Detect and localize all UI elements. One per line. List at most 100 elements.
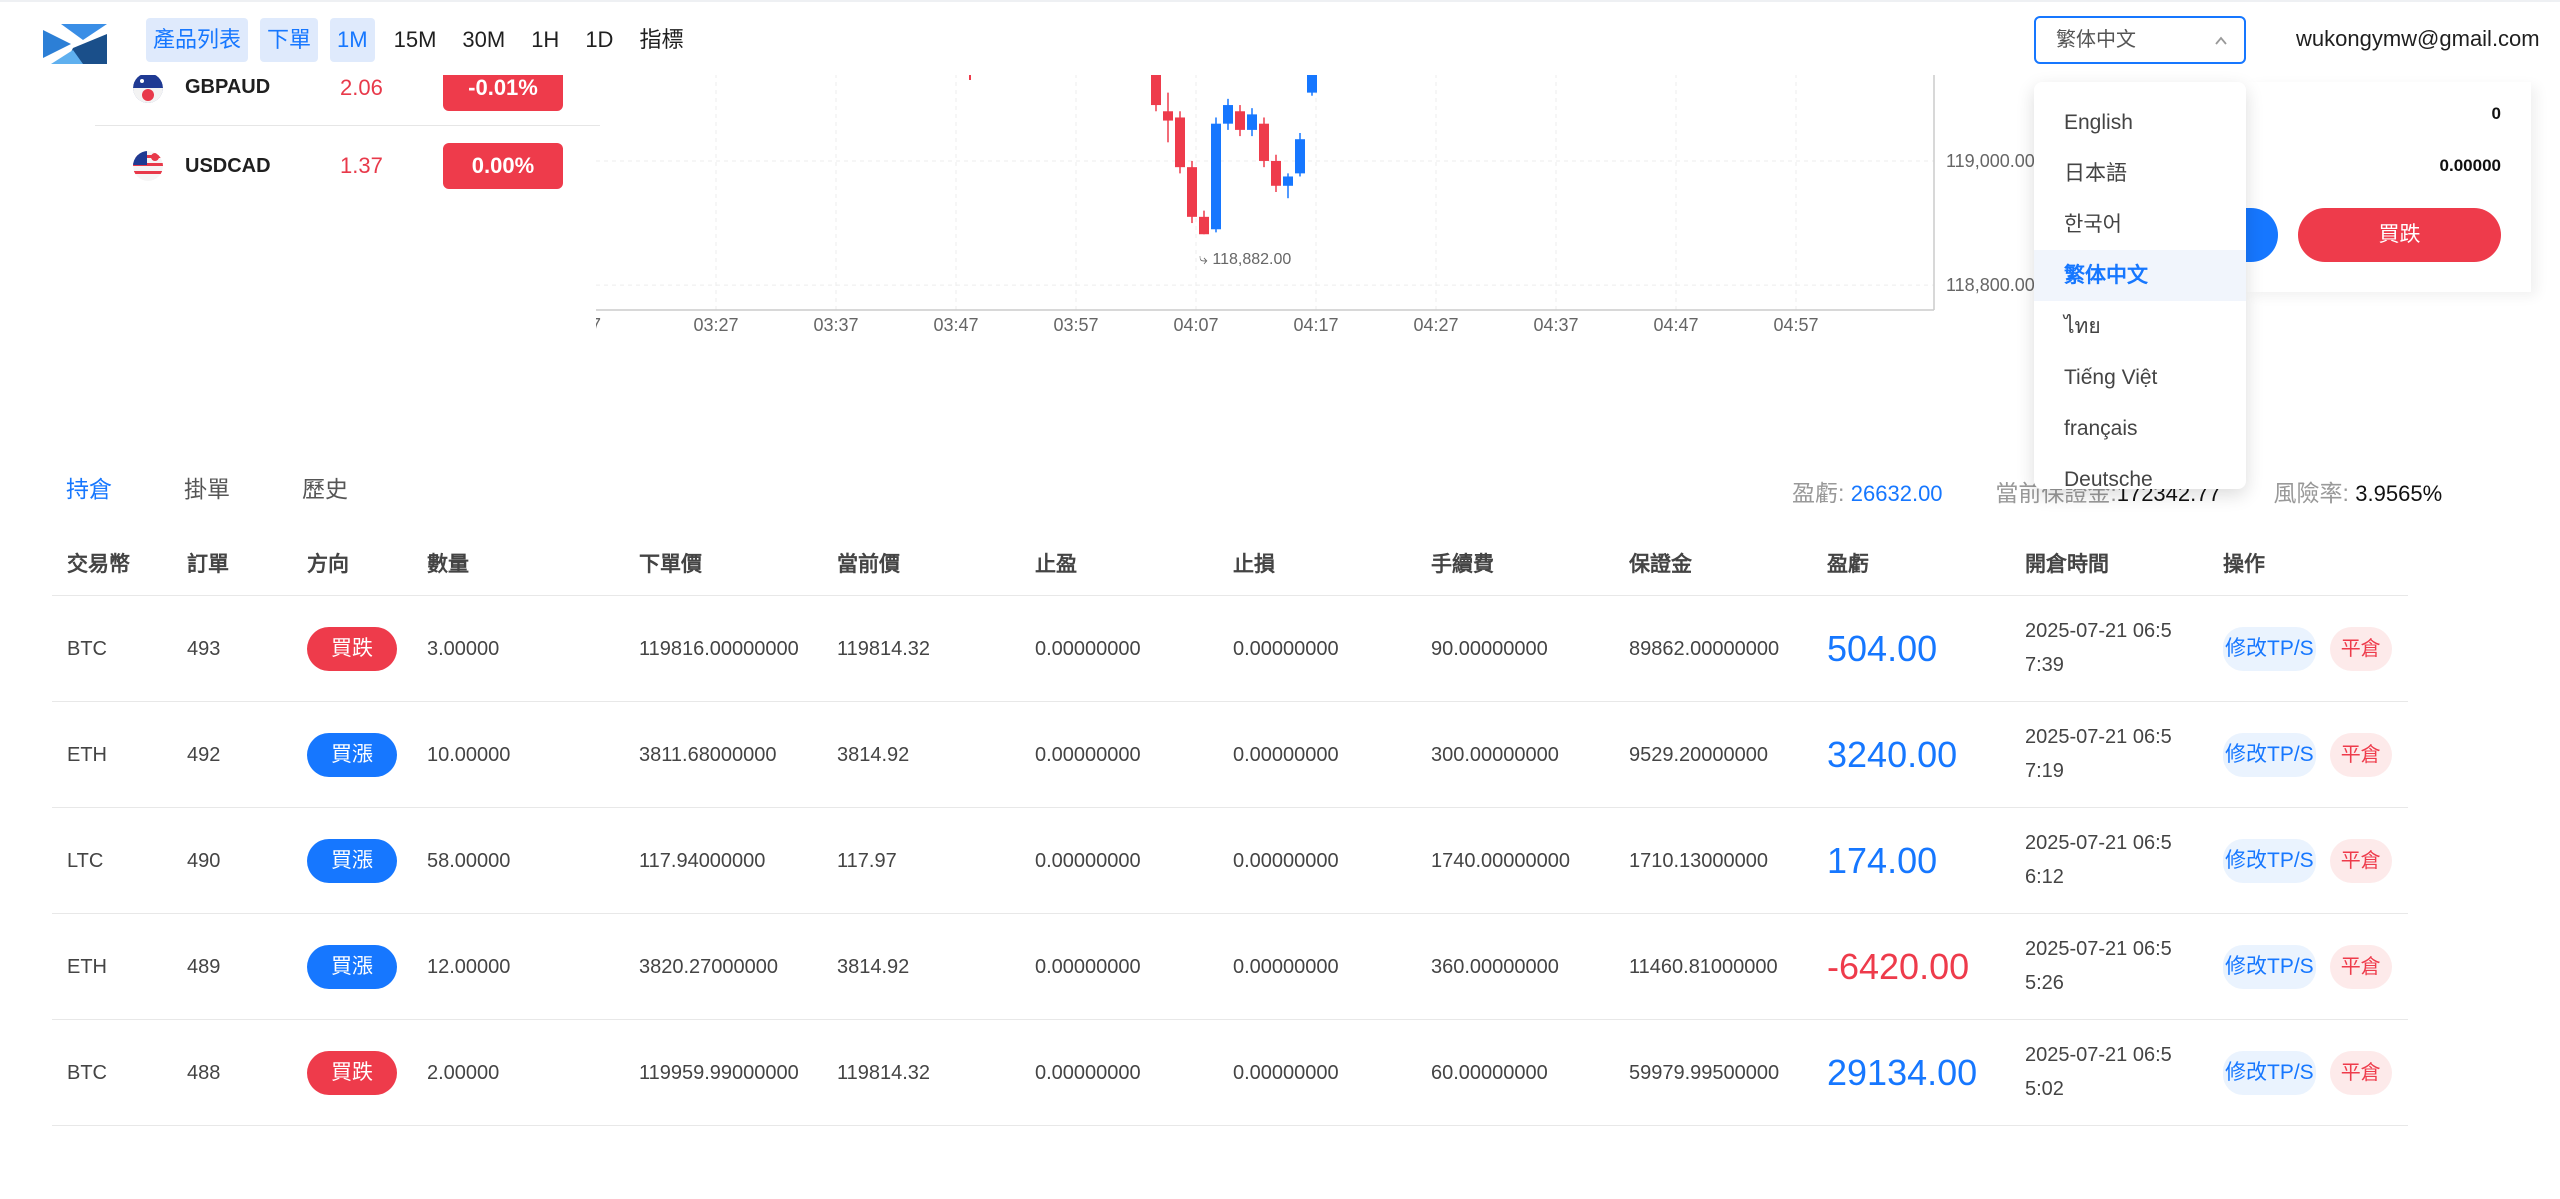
cell-margin: 59979.99500000 [1629,1020,1779,1126]
nav-item-5[interactable]: 1H [531,27,560,52]
tab-0[interactable]: 持倉 [66,476,112,502]
language-select[interactable]: 繁体中文 [2034,16,2246,64]
candle-body [1235,111,1245,130]
cell-sl: 0.00000000 [1233,596,1339,702]
cell-text: 60.00000000 [1431,1061,1548,1084]
table-row[interactable]: ETH 492 買漲 10.00000 3811.68000000 3814.92 0.00… [52,702,2408,808]
candle-body [1223,105,1233,124]
open-time: 2025-07-21 06:5 7:19 [2025,702,2215,788]
pnl-value: 3240.00 [1827,734,1958,775]
user-email[interactable]: wukongymw@gmail.com [2296,26,2540,51]
language-option[interactable]: 日本語 [2064,162,2127,185]
cell-tp: 0.00000000 [1035,1020,1141,1126]
close-position-button[interactable]: 平倉 [2329,733,2392,777]
cell-sl: 0.00000000 [1233,808,1339,914]
cell-actions: 修改TP/S 平倉 [2223,914,2392,1020]
y-tick-label: 119,000.00 [1946,151,2035,171]
cell-text: 1710.13000000 [1629,849,1769,872]
main-nav: 產品列表 下單 1M 15M 30M 1H 1D 指標 [146,18,690,62]
language-option[interactable]: 繁体中文 [2034,250,2246,301]
close-position-button[interactable]: 平倉 [2329,627,2392,671]
ticker-row[interactable]: USDCAD 1.37 0.00% [95,128,600,204]
language-option[interactable]: Deutsche [2064,468,2153,489]
pnl-value: 504.00 [1827,628,1938,669]
cell-text: 3814.92 [837,743,910,766]
cell-text: 0.00000000 [1035,743,1141,766]
edit-tp-sl-button[interactable]: 修改TP/S [2223,839,2316,883]
cell-current-price: 119814.32 [837,1020,930,1126]
candlestick-chart[interactable]: 7 03:27 03:37 03:47 03:57 04:07 04:17 04:27 04:3… [596,74,2062,354]
cell-open-price: 119959.99000000 [639,1020,799,1126]
cell-fee: 360.00000000 [1431,914,1559,1020]
cell-text: 117.94000000 [639,849,766,872]
language-option[interactable]: English [2064,111,2133,134]
pnl-label: 盈虧: [1792,480,1845,506]
language-option[interactable]: Tiếng Việt [2064,366,2158,389]
nav-item-0[interactable]: 產品列表 [146,18,249,62]
x-tick-label: 03:27 [693,315,738,335]
cell-fee: 90.00000000 [1431,596,1548,702]
tab-1[interactable]: 掛單 [184,476,230,502]
nav-item-1[interactable]: 下單 [260,18,319,62]
table-row[interactable]: BTC 493 買跌 3.00000 119816.00000000 119814.32 0… [52,596,2408,702]
cell-text: 490 [187,849,221,872]
close-position-button[interactable]: 平倉 [2329,839,2392,883]
cell-text: LTC [67,849,104,872]
cell-text: 1740.00000000 [1431,849,1571,872]
ticker-change-badge: 0.00% [443,143,563,189]
edit-tp-sl-button[interactable]: 修改TP/S [2223,1051,2316,1095]
language-option[interactable]: 한국어 [2064,213,2122,236]
candle-body [1271,160,1281,186]
table-row[interactable]: LTC 490 買漲 58.00000 117.94000000 117.97 0.0000… [52,808,2408,914]
language-select-value: 繁体中文 [2056,29,2136,51]
nav-item-3[interactable]: 15M [393,27,437,52]
table-body: BTC 493 買跌 3.00000 119816.00000000 119814.32 0… [52,596,2408,1126]
cell-text: 9529.20000000 [1629,743,1769,766]
open-time: 2025-07-21 06:5 7:39 [2025,596,2215,682]
table-row[interactable]: ETH 489 買漲 12.00000 3820.27000000 3814.92 0.00… [52,914,2408,1020]
close-position-button[interactable]: 平倉 [2329,1051,2392,1095]
open-time-line: 5:02 [2025,1078,2064,1100]
cell-text: 488 [187,1061,221,1084]
language-dropdown: English 日本語 한국어 繁体中文 ไทย Tiếng Việt français De… [2034,82,2246,489]
cell-text: 3820.27000000 [639,955,779,978]
ticker-symbol: USDCAD [185,154,271,177]
cell-text: 0.00000000 [1233,1061,1339,1084]
cell-order: 492 [187,702,220,808]
edit-tp-sl-button[interactable]: 修改TP/S [2223,627,2316,671]
nav-item-4[interactable]: 30M [462,27,506,52]
cell-text: 2.00000 [427,1061,500,1084]
cell-text: 119959.99000000 [639,1061,799,1084]
open-time-line: 2025-07-21 06:5 [2025,620,2172,642]
column-header: 止盈 [1035,553,1077,576]
cell-open-price: 3811.68000000 [639,702,777,808]
risk-label: 風險率: [2273,480,2349,506]
cell-time: 2025-07-21 06:5 5:26 [2025,914,2215,1020]
nav-item-6[interactable]: 1D [585,27,614,52]
pnl-value: 29134.00 [1827,1052,1978,1093]
cell-pnl: -6420.00 [1827,914,1969,1020]
open-time-line: 2025-07-21 06:5 [2025,938,2172,960]
nav-item-2[interactable]: 1M [330,18,375,62]
edit-tp-sl-button[interactable]: 修改TP/S [2223,733,2316,777]
cell-sl: 0.00000000 [1233,914,1339,1020]
cell-direction: 買漲 [307,808,397,914]
cell-text: 119816.00000000 [639,637,799,660]
sell-button[interactable]: 買跌 [2298,208,2501,262]
nav-item-7[interactable]: 指標 [639,27,684,52]
column-header: 止損 [1233,553,1275,576]
tab-2[interactable]: 歷史 [302,476,348,502]
open-time-line: 7:39 [2025,654,2064,676]
cell-current-price: 119814.32 [837,596,930,702]
cell-pnl: 174.00 [1827,808,1937,914]
cell-qty: 12.00000 [427,914,510,1020]
table-row[interactable]: BTC 488 買跌 2.00000 119959.99000000 119814.32 0… [52,1020,2408,1126]
logo-icon[interactable] [43,24,107,64]
language-option[interactable]: ไทย [2064,315,2101,338]
edit-tp-sl-button[interactable]: 修改TP/S [2223,945,2316,989]
open-time-line: 2025-07-21 06:5 [2025,726,2172,748]
candle-body [1163,111,1173,121]
top-header: 產品列表 下單 1M 15M 30M 1H 1D 指標 繁体中文 wukongymw@gmai… [0,0,2560,75]
close-position-button[interactable]: 平倉 [2329,945,2392,989]
language-option[interactable]: français [2064,417,2138,440]
